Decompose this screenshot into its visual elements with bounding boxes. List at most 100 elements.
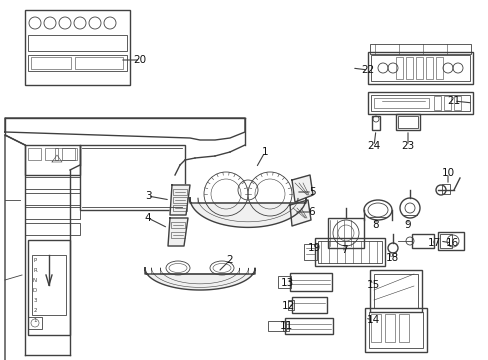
Bar (75, 57, 123, 69)
Bar (25, 145, 80, 175)
Text: 1: 1 (261, 147, 268, 157)
Bar (373, 274, 417, 308)
Text: 3: 3 (33, 297, 37, 302)
Polygon shape (291, 175, 312, 202)
Bar (62, 148, 75, 160)
Bar (25, 10, 130, 85)
Bar (291, 297, 326, 313)
Text: 3: 3 (144, 191, 151, 201)
Bar (25, 223, 80, 235)
Bar (45, 148, 58, 160)
Bar (25, 193, 80, 205)
Text: 14: 14 (366, 315, 379, 325)
Bar (395, 57, 402, 79)
Bar (370, 95, 469, 111)
Text: 2: 2 (226, 255, 233, 265)
Bar (327, 218, 363, 248)
Bar (371, 116, 379, 130)
Bar (285, 318, 332, 334)
Text: 8: 8 (372, 220, 379, 230)
Bar (367, 92, 472, 114)
Text: 5: 5 (308, 187, 315, 197)
Bar (437, 232, 463, 250)
Bar (287, 300, 293, 310)
Bar (397, 116, 417, 128)
Bar (289, 273, 331, 291)
Text: 6: 6 (308, 207, 315, 217)
Text: N: N (33, 278, 37, 283)
Text: 12: 12 (281, 301, 294, 311)
Bar (369, 44, 470, 54)
Bar (439, 234, 451, 248)
Text: 2: 2 (33, 307, 37, 312)
Text: 13: 13 (280, 278, 293, 288)
Bar (370, 314, 380, 342)
Bar (283, 321, 288, 331)
Text: 16: 16 (445, 238, 458, 248)
Text: 4: 4 (144, 213, 151, 223)
Text: 17: 17 (427, 238, 440, 248)
Text: 21: 21 (447, 96, 460, 106)
Text: 20: 20 (133, 55, 146, 65)
Text: 10: 10 (441, 168, 454, 178)
Bar (453, 96, 460, 110)
Bar (415, 57, 422, 79)
Bar (389, 252, 395, 256)
Bar (405, 57, 412, 79)
Text: 7: 7 (340, 245, 346, 255)
Bar (171, 232, 184, 238)
Bar (395, 114, 419, 130)
Bar (373, 98, 428, 108)
Bar (25, 177, 80, 189)
Bar (171, 222, 184, 228)
Bar (398, 314, 408, 342)
Text: D: D (33, 288, 37, 292)
Bar (435, 57, 442, 79)
Bar (31, 57, 71, 69)
Text: 18: 18 (385, 253, 398, 263)
Bar (173, 189, 186, 195)
Text: 1: 1 (33, 318, 37, 323)
Bar (267, 321, 285, 331)
Bar (433, 96, 440, 110)
Bar (443, 96, 450, 110)
Bar (28, 148, 41, 160)
Bar (314, 238, 384, 266)
Polygon shape (289, 200, 310, 226)
Bar (367, 52, 472, 84)
Bar (32, 255, 66, 315)
Text: 22: 22 (361, 65, 374, 75)
Bar (425, 57, 432, 79)
Bar (25, 207, 80, 219)
Bar (364, 308, 426, 352)
Text: 19: 19 (307, 243, 320, 253)
Bar (28, 35, 127, 51)
Bar (369, 270, 421, 312)
Bar (370, 55, 469, 81)
Polygon shape (168, 218, 187, 246)
Bar (173, 205, 186, 211)
Text: R: R (33, 267, 37, 273)
Bar (55, 148, 77, 160)
Bar (28, 240, 70, 335)
Bar (384, 314, 394, 342)
Bar (278, 276, 290, 288)
Bar (80, 145, 184, 210)
Bar (173, 197, 186, 203)
Bar (317, 241, 381, 263)
Polygon shape (190, 198, 305, 228)
Polygon shape (145, 268, 254, 290)
Text: 9: 9 (404, 220, 410, 230)
Bar (368, 312, 422, 348)
Bar (28, 317, 42, 329)
Text: 11: 11 (279, 321, 292, 331)
Bar (28, 55, 127, 71)
Text: 15: 15 (366, 280, 379, 290)
Text: P: P (33, 257, 37, 262)
Text: 24: 24 (366, 141, 380, 151)
Polygon shape (170, 185, 190, 215)
Bar (304, 244, 316, 260)
Text: 23: 23 (401, 141, 414, 151)
Bar (441, 184, 449, 194)
Bar (411, 234, 433, 248)
